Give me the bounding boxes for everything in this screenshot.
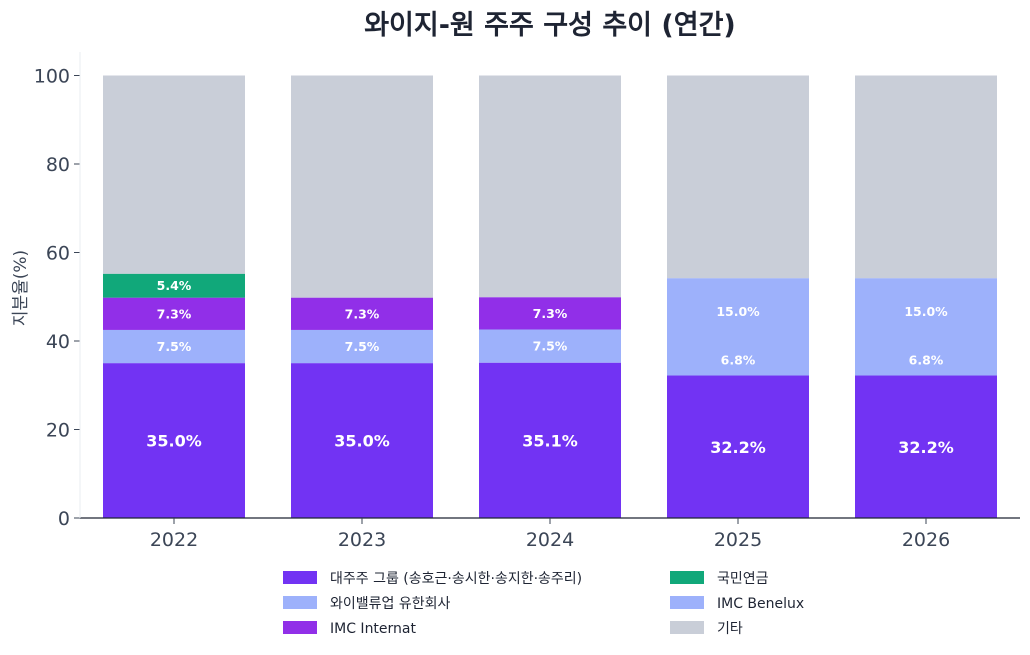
y-tick-label: 20	[46, 420, 70, 442]
bar-segment	[103, 297, 245, 330]
x-axis-ticks: 2022 2023 2024 2025 2026	[150, 518, 950, 551]
bar-segment	[479, 362, 621, 518]
bar-segment	[667, 278, 809, 376]
bar-segment	[291, 329, 433, 364]
bar-segment	[291, 297, 433, 330]
legend-label: 와이밸류업 유한회사	[330, 596, 450, 612]
legend-label: IMC Benelux	[717, 596, 804, 612]
segment-value-label: 7.3%	[533, 306, 568, 321]
legend-swatch	[283, 621, 317, 634]
bar-segment	[667, 375, 809, 518]
segment-value-label: 7.5%	[533, 339, 568, 354]
legend-label: 기타	[717, 621, 743, 637]
bar-segment	[855, 75, 997, 279]
y-tick-label: 100	[34, 66, 70, 88]
x-tick-label: 2026	[902, 529, 950, 551]
segment-value-label: 35.0%	[334, 432, 390, 451]
segment-value-label: 15.0%	[716, 304, 760, 319]
x-tick-label: 2022	[150, 529, 198, 551]
legend-swatch	[670, 621, 704, 634]
bars-group	[103, 75, 997, 518]
segment-value-label: 7.5%	[345, 339, 380, 354]
legend-swatch	[670, 596, 704, 609]
segment-value-label: 32.2%	[898, 438, 954, 457]
bar-segment	[291, 75, 433, 298]
legend-label: 대주주 그룹 (송호근·송시한·송지한·송주리)	[330, 571, 582, 587]
legend-swatch	[283, 596, 317, 609]
segment-value-label: 32.2%	[710, 438, 766, 457]
bar-segment	[103, 75, 245, 274]
segment-value-label: 15.0%	[904, 304, 948, 319]
legend-swatch	[283, 571, 317, 584]
y-axis-ticks: 0 20 40 60 80 100	[34, 66, 80, 530]
x-tick-label: 2023	[338, 529, 386, 551]
y-tick-label: 80	[46, 154, 70, 176]
segment-value-label: 35.1%	[522, 431, 578, 450]
y-tick-label: 40	[46, 331, 70, 353]
bar-segment	[103, 329, 245, 364]
y-axis-label: 지분율(%)	[11, 250, 31, 326]
bar-segment	[855, 375, 997, 518]
bar-segment	[479, 297, 621, 330]
bar-segment	[479, 329, 621, 363]
chart-title: 와이지-원 주주 구성 추이 (연간)	[364, 10, 736, 41]
bar-segment	[103, 363, 245, 518]
segment-value-label: 7.3%	[345, 306, 380, 321]
y-tick-label: 60	[46, 243, 70, 265]
segment-value-label: 7.5%	[157, 339, 192, 354]
bar-segment	[667, 75, 809, 279]
segment-value-label: 6.8%	[721, 353, 756, 368]
bar-segment	[855, 278, 997, 376]
segment-labels-group: 35.0% 7.5% 7.3% 5.4% 35.0% 7.5% 7.3% 35.1% 7.5% 7…	[146, 278, 954, 457]
x-tick-label: 2024	[526, 529, 574, 551]
legend-label: 국민연금	[717, 571, 769, 587]
bar-segment	[103, 273, 245, 298]
y-tick-label: 0	[58, 508, 70, 530]
bar-segment	[479, 75, 621, 298]
segment-value-label: 5.4%	[157, 278, 192, 293]
legend-swatch	[670, 571, 704, 584]
segment-value-label: 7.3%	[157, 306, 192, 321]
segment-value-label: 35.0%	[146, 432, 202, 451]
legend-label: IMC Internat	[330, 621, 417, 637]
bar-segment	[291, 363, 433, 518]
x-tick-label: 2025	[714, 529, 762, 551]
legend: 대주주 그룹 (송호근·송시한·송지한·송주리) 와이밸류업 유한회사 IMC In…	[283, 571, 804, 637]
segment-value-label: 6.8%	[909, 353, 944, 368]
